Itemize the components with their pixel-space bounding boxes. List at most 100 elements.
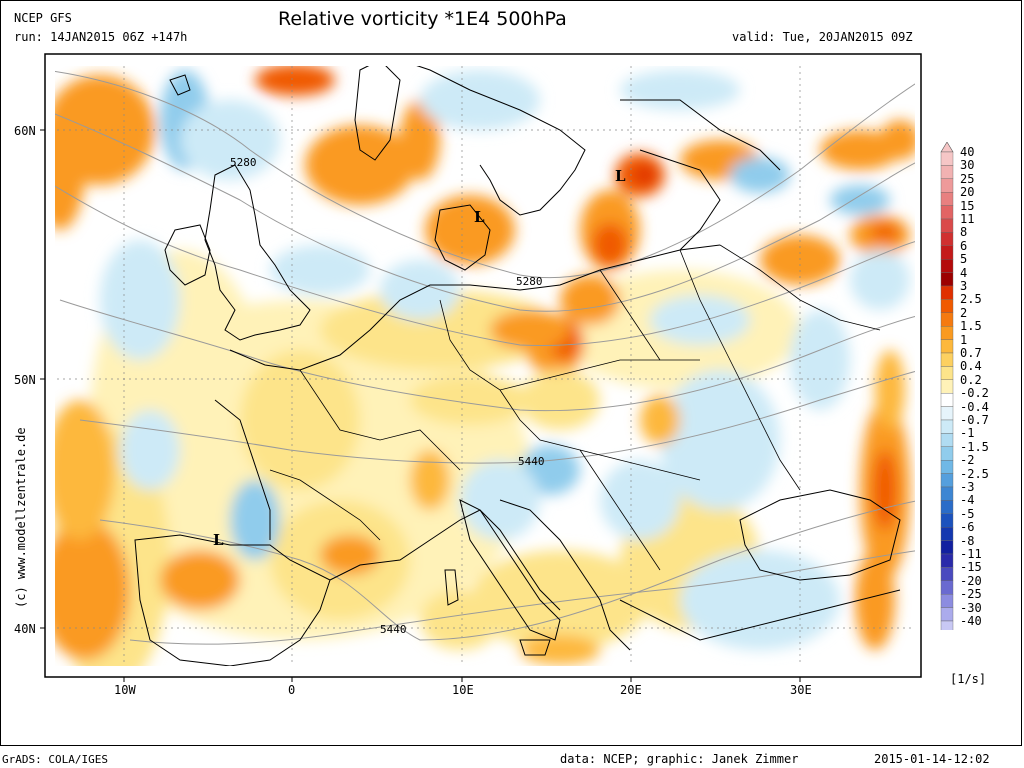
colorbar-swatch [940, 165, 954, 179]
colorbar-label: 4 [960, 265, 968, 280]
coastline [620, 99, 781, 171]
colorbar-unit: [1/s] [950, 672, 987, 686]
map-title: Relative vorticity *1E4 500hPa [278, 8, 567, 30]
footer-timestamp: 2015-01-14-12:02 [874, 752, 990, 766]
coastline [499, 499, 631, 651]
vorticity-region [875, 350, 905, 430]
footer-data-credit: data: NCEP; graphic: Janek Zimmer [560, 752, 799, 766]
colorbar-label: 3 [960, 279, 968, 293]
coastlines [134, 59, 901, 667]
height-contour [99, 499, 921, 641]
country-border [599, 269, 661, 361]
colorbar-swatch [940, 594, 954, 608]
geopotential-contours [45, 69, 921, 645]
colorbar-swatch [940, 540, 954, 555]
map-left-margin [45, 54, 55, 677]
colorbar-label: 2 [960, 305, 968, 320]
colorbar-label: -1 [960, 426, 975, 441]
colorbar-label: -20 [960, 573, 982, 588]
colorbar [940, 142, 954, 630]
vorticity-region [870, 224, 900, 240]
colorbar-swatch [940, 527, 954, 541]
colorbar-swatch [940, 392, 954, 407]
colorbar-label: 25 [960, 171, 975, 186]
height-contour [45, 109, 921, 312]
vorticity-region [600, 460, 680, 540]
colorbar-label: -4 [960, 493, 975, 508]
vorticity-region [180, 100, 280, 180]
colorbar-swatch [940, 446, 954, 461]
colorbar-label: -5 [960, 506, 975, 521]
axis-ticks [40, 129, 801, 682]
colorbar-label: 5 [960, 252, 968, 267]
valid-time: valid: Tue, 20JAN2015 09Z [732, 30, 913, 44]
country-border [679, 249, 801, 491]
colorbar-swatch [940, 406, 954, 421]
colorbar-swatch [940, 366, 954, 380]
colorbar-label: -11 [960, 547, 982, 561]
colorbar-swatch [940, 272, 954, 287]
coastline [329, 509, 561, 611]
coastline [639, 149, 721, 251]
colorbar-swatch [940, 232, 954, 247]
low-marker-biscay: L [213, 531, 224, 549]
map-bottom-margin [45, 666, 921, 677]
colorbar-swatch [940, 205, 954, 220]
colorbar-swatch [940, 245, 954, 260]
colorbar-label: 40 [960, 145, 975, 159]
colorbar-label: -3 [960, 480, 975, 494]
vorticity-region [873, 450, 897, 530]
colorbar-label: 2.5 [960, 292, 982, 307]
coastline [164, 224, 211, 286]
run-info: run: 14JAN2015 06Z +147h [14, 30, 188, 44]
vorticity-region [410, 375, 530, 425]
vorticity-region [320, 535, 380, 575]
vorticity-region [560, 275, 620, 325]
colorbar-swatch [940, 192, 954, 206]
coastline [444, 569, 459, 606]
colorbar-label: -2.5 [960, 466, 989, 481]
contour-label-5440-south: 5440 [380, 623, 407, 636]
colorbar-swatch [940, 553, 954, 568]
colorbar-label: 8 [960, 225, 968, 240]
country-border [719, 244, 881, 331]
colorbar-label: 6 [960, 238, 968, 253]
country-border [439, 299, 700, 391]
coastline [619, 589, 901, 641]
vorticity-region [633, 165, 657, 185]
lon-label-10e: 10E [452, 683, 474, 697]
coastline [204, 164, 311, 341]
coastline [519, 639, 551, 656]
colorbar-label: -0.4 [960, 399, 989, 414]
model-name: NCEP GFS [14, 11, 72, 25]
colorbar-swatch [940, 486, 954, 501]
colorbar-label: 20 [960, 185, 975, 200]
coastline [214, 399, 271, 540]
vorticity-region [520, 370, 600, 430]
colorbar-swatch [940, 339, 954, 354]
vorticity-region [680, 550, 840, 650]
chart-frame [0, 0, 1022, 746]
vorticity-region [270, 245, 370, 295]
colorbar-label: -30 [960, 600, 982, 615]
low-marker-denmark: L [474, 208, 485, 226]
vorticity-region [490, 310, 570, 350]
coastline [399, 59, 586, 216]
vorticity-region [320, 290, 560, 370]
height-contour [79, 369, 921, 464]
colorbar-label: 30 [960, 158, 975, 173]
lat-label-50n: 50N [14, 373, 36, 387]
side-credit: (c) www.modellzentrale.de [14, 427, 28, 608]
colorbar-swatch [940, 580, 954, 595]
colorbar-label: -2 [960, 453, 975, 468]
colorbar-label: -40 [960, 614, 982, 628]
colorbar-swatch [940, 285, 954, 300]
colorbar-swatch [940, 513, 954, 528]
lon-label-10w: 10W [114, 683, 136, 697]
country-border [269, 469, 381, 541]
colorbar-swatch [940, 178, 954, 193]
lon-label-0: 0 [288, 683, 296, 697]
vorticity-region [230, 480, 280, 560]
colorbar-swatch [940, 299, 954, 313]
colorbar-swatch [940, 258, 954, 273]
